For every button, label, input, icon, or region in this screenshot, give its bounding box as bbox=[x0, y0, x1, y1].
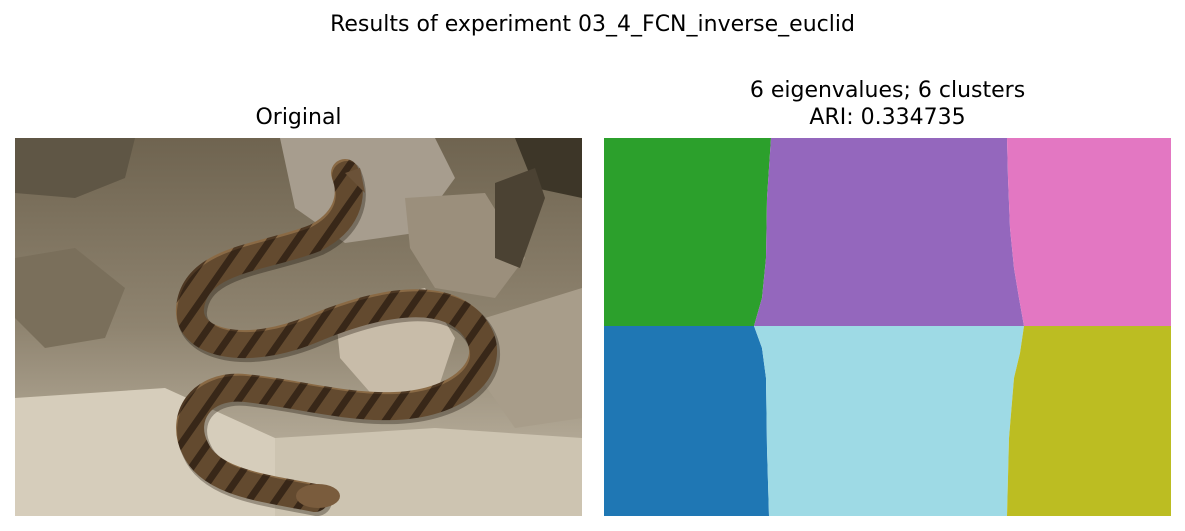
cluster-region-2 bbox=[754, 326, 1024, 516]
snake-photo bbox=[15, 138, 582, 516]
cluster-region-3 bbox=[1007, 326, 1171, 516]
cluster-region-1 bbox=[604, 326, 769, 516]
cluster-region-4 bbox=[604, 138, 771, 326]
figure-suptitle: Results of experiment 03_4_FCN_inverse_e… bbox=[330, 12, 855, 37]
segmentation-title-line2: ARI: 0.334735 bbox=[809, 105, 966, 130]
original-image bbox=[15, 138, 582, 516]
cluster-region-5 bbox=[754, 138, 1024, 326]
segmentation-title-line1: 6 eigenvalues; 6 clusters bbox=[749, 78, 1026, 103]
segmentation-map bbox=[604, 138, 1171, 516]
cluster-region-6 bbox=[1007, 138, 1171, 326]
segmentation-image bbox=[604, 138, 1171, 516]
original-panel-title: Original bbox=[255, 105, 342, 130]
segmentation-panel-title: 6 eigenvalues; 6 clusters ARI: 0.334735 bbox=[604, 77, 1171, 131]
snake-head bbox=[296, 484, 340, 508]
snake-tail bbox=[345, 168, 365, 193]
